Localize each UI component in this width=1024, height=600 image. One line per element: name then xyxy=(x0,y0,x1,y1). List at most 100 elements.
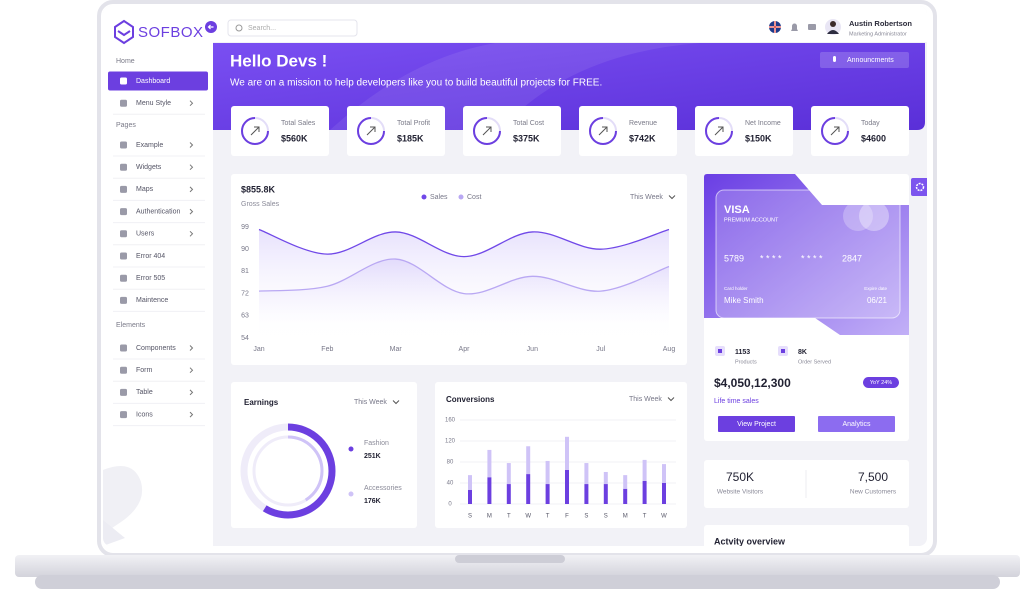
sidebar-icon xyxy=(120,366,127,374)
sidebar-icon xyxy=(120,230,127,238)
chart-subtitle: Gross Sales xyxy=(241,201,280,208)
x-tick-label: S xyxy=(604,514,608,520)
sidebar-decor xyxy=(103,520,125,546)
sidebar-icon xyxy=(120,411,127,419)
action-button[interactable] xyxy=(718,416,795,432)
legend-label: Fashion xyxy=(364,440,389,447)
sidebar-item[interactable]: Maps xyxy=(136,186,154,193)
period-select[interactable]: This Week xyxy=(630,194,663,201)
legend-dot xyxy=(348,446,354,452)
bar-segment xyxy=(662,464,666,483)
bell-icon[interactable] xyxy=(791,23,798,31)
dropdown-chevron xyxy=(667,397,675,402)
sidebar-item[interactable]: Icons xyxy=(136,411,153,418)
announcements-label[interactable]: Announcments xyxy=(847,57,894,64)
summary-label: Products xyxy=(735,359,757,365)
sidebar-item[interactable]: Components xyxy=(136,345,176,352)
action-button[interactable] xyxy=(818,416,895,432)
card-tier: PREMIUM ACCOUNT xyxy=(724,217,779,223)
banner-title: Hello Devs ! xyxy=(230,51,327,70)
x-tick-label: M xyxy=(487,514,492,520)
card-number: 2847 xyxy=(842,253,862,263)
sidebar-chevron xyxy=(189,345,194,351)
sidebar-item[interactable]: Menu Style xyxy=(136,100,171,107)
summary-value: 1153 xyxy=(735,349,750,356)
y-tick-label: 120 xyxy=(445,439,456,445)
summary-total: $4,050,12,300 xyxy=(714,376,791,390)
stat-card xyxy=(463,106,561,156)
sidebar-chevron xyxy=(189,411,194,418)
search-box[interactable] xyxy=(227,19,358,37)
sidebar-item[interactable]: Dashboard xyxy=(136,78,170,85)
mail-icon[interactable] xyxy=(808,24,816,30)
bar-segment xyxy=(506,463,511,485)
laptop-base xyxy=(15,555,1020,577)
sidebar-item[interactable]: Error 505 xyxy=(136,275,165,282)
x-tick-label: T xyxy=(546,514,550,520)
gear-button[interactable] xyxy=(911,178,929,196)
announcements-button[interactable] xyxy=(820,52,909,68)
y-tick-label: 99 xyxy=(241,224,249,231)
bar-segment xyxy=(545,484,550,504)
x-tick-label: F xyxy=(565,514,569,520)
sidebar-item[interactable]: Maintence xyxy=(136,297,168,304)
legend-label: Accessories xyxy=(364,485,402,492)
card-number: * * * * xyxy=(801,253,823,263)
stat-label: Net Income xyxy=(745,120,781,127)
bar-segment xyxy=(565,436,569,470)
visitors-label: Website Visitors xyxy=(717,489,764,496)
sidebar-item[interactable]: Authentication xyxy=(136,208,180,215)
screen: SOFBOX Search... Austin Robertson Marketing… xyxy=(103,6,929,546)
stat-arrow xyxy=(598,126,608,136)
line-series xyxy=(258,258,670,295)
card-number: 5789 xyxy=(724,253,744,263)
stat-ring-arc xyxy=(705,117,733,145)
period-select[interactable]: This Week xyxy=(629,396,662,403)
x-tick-label: Aug xyxy=(663,346,676,353)
action-button-label[interactable]: Analytics xyxy=(842,421,871,428)
yoy-label: YoY 24% xyxy=(870,380,892,386)
x-tick-label: S xyxy=(584,514,588,520)
sidebar-icon xyxy=(120,77,127,85)
sidebar-item[interactable]: Example xyxy=(136,142,163,149)
sidebar-item[interactable]: Widgets xyxy=(136,164,162,171)
sidebar-item[interactable]: Error 404 xyxy=(136,253,165,260)
y-tick-label: 0 xyxy=(448,502,452,508)
stat-label: Total Profit xyxy=(397,120,430,127)
sidebar-chevron xyxy=(189,142,194,148)
sidebar xyxy=(103,42,213,546)
stat-arrow xyxy=(714,126,724,136)
stat-label: Revenue xyxy=(629,120,657,127)
bar-segment xyxy=(623,488,628,504)
sidebar-chevron xyxy=(189,100,194,107)
chart-title: Conversions xyxy=(446,395,495,404)
sidebar-icon xyxy=(120,344,127,352)
bar-segment xyxy=(506,484,511,504)
bar-segment xyxy=(487,449,492,478)
bar-segment xyxy=(487,477,492,504)
period-select[interactable]: This Week xyxy=(354,399,387,406)
stat-card xyxy=(695,106,793,156)
visa-card xyxy=(715,189,901,319)
stat-ring-arc xyxy=(589,117,617,145)
card-panel-top xyxy=(704,174,909,335)
brand: SOFBOX xyxy=(138,24,204,41)
action-button-label[interactable]: View Project xyxy=(737,421,776,428)
donut-arc xyxy=(240,423,336,519)
stat-value: $4600 xyxy=(861,133,886,143)
y-tick-label: 54 xyxy=(241,335,249,342)
sidebar-item[interactable]: Users xyxy=(136,231,155,238)
earnings-card xyxy=(231,382,417,528)
x-tick-label: Mar xyxy=(390,346,403,353)
stat-ring-arc xyxy=(473,117,501,145)
chart-title: $855.8K xyxy=(241,184,276,194)
bar-segment xyxy=(603,471,608,485)
y-tick-label: 40 xyxy=(447,481,454,487)
bar-segment xyxy=(603,484,608,504)
stat-value: $742K xyxy=(629,133,656,143)
sidebar-icon xyxy=(120,296,127,304)
bar-segment xyxy=(662,483,666,504)
sidebar-item[interactable]: Form xyxy=(136,367,153,374)
sidebar-chevron xyxy=(189,208,194,215)
sidebar-item[interactable]: Table xyxy=(136,389,153,396)
